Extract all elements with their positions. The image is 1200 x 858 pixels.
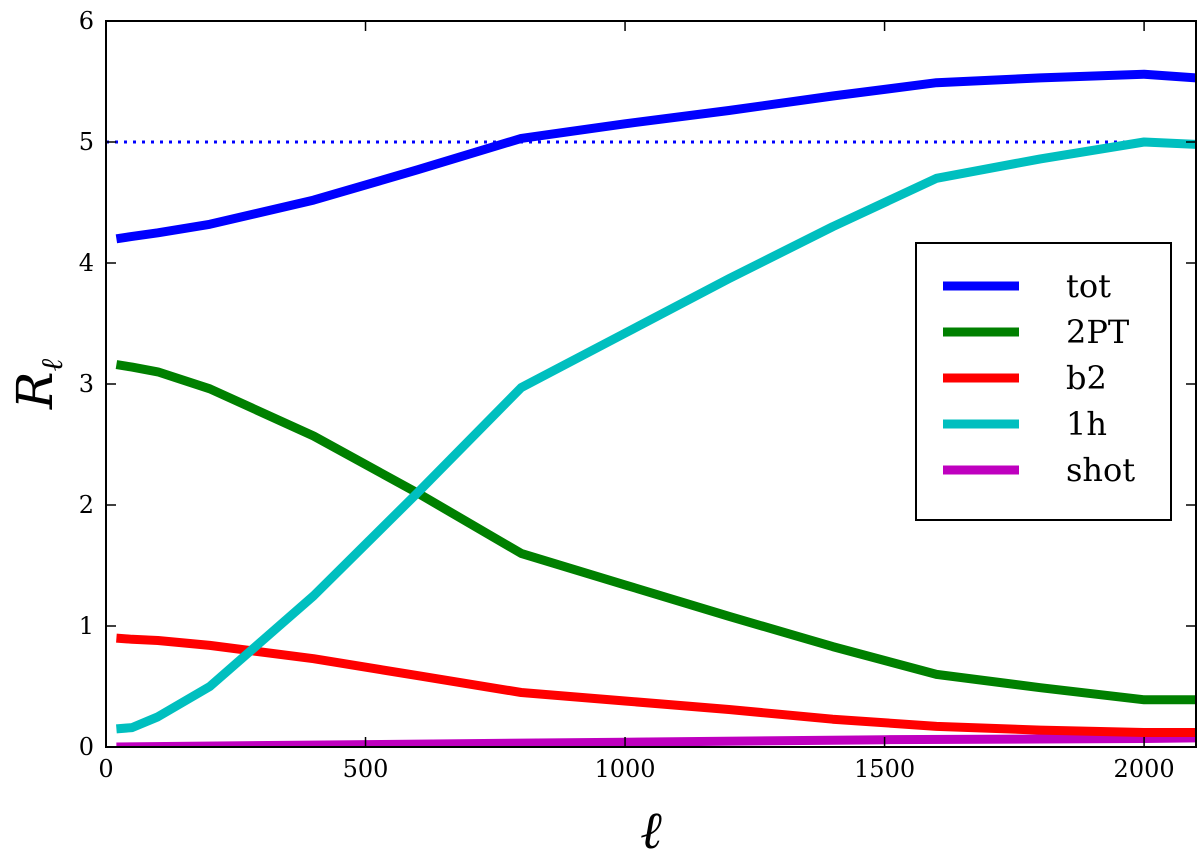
legend-label-b2: b2 — [1066, 359, 1107, 397]
y-tick-label: 0 — [79, 733, 94, 761]
y-axis-title-main: R — [6, 371, 64, 410]
series-line-2pt — [115, 360, 1196, 705]
x-tick-label: 1500 — [854, 755, 915, 783]
x-axis-title: ℓ — [640, 801, 662, 858]
y-axis-title-subscript: ℓ — [35, 358, 70, 371]
series-line-tot — [115, 69, 1196, 244]
y-tick-label: 1 — [79, 612, 94, 640]
series-line-1h — [116, 137, 1196, 734]
legend-label-1h: 1h — [1066, 405, 1107, 443]
x-tick-label: 2000 — [1114, 755, 1175, 783]
series-line-shot — [116, 733, 1196, 747]
y-tick-label: 4 — [79, 249, 94, 277]
x-tick-label: 0 — [98, 755, 113, 783]
x-tick-label: 1000 — [595, 755, 656, 783]
series-layer — [106, 69, 1196, 747]
legend-label-shot: shot — [1066, 451, 1135, 489]
y-tick-label: 5 — [79, 128, 94, 156]
legend-label-tot: tot — [1066, 267, 1111, 305]
y-tick-label: 2 — [79, 491, 94, 519]
series-line-b2 — [116, 633, 1196, 737]
y-tick-label: 3 — [79, 370, 94, 398]
ticks-layer: 0 500 1000 1500 2000 0 1 2 3 4 5 6 — [79, 7, 1196, 783]
y-tick-label: 6 — [79, 7, 94, 35]
legend-label-2pt: 2PT — [1066, 313, 1130, 351]
y-axis-title: Rℓ — [6, 358, 70, 410]
x-tick-label: 500 — [343, 755, 389, 783]
legend: tot 2PT b2 1h shot — [915, 242, 1172, 521]
